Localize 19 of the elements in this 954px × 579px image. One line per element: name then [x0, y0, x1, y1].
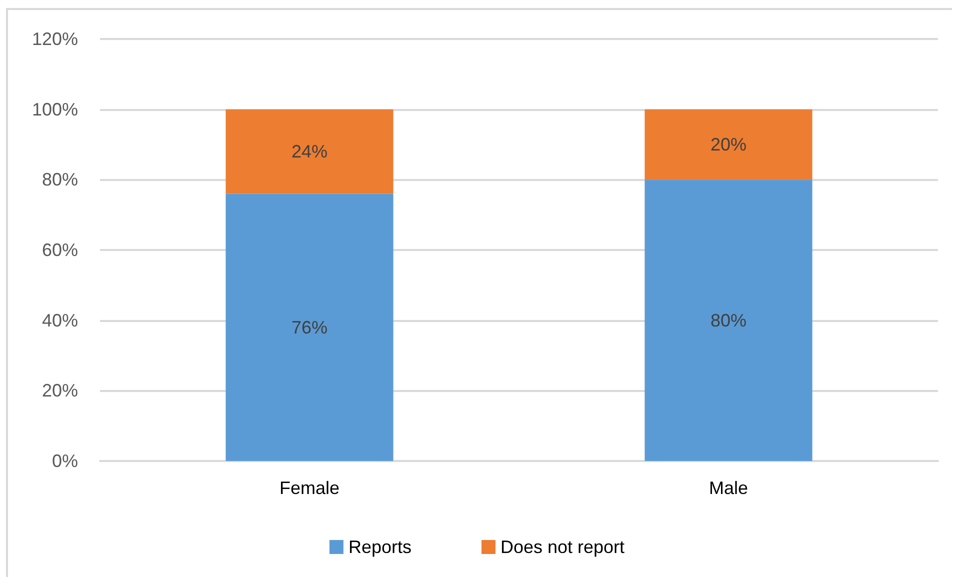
data-label: 24% [291, 142, 328, 162]
bar [644, 109, 812, 180]
bar [226, 109, 394, 194]
x-tick-label: Male [708, 478, 748, 498]
x-tick-label: Female [279, 478, 340, 498]
y-tick-label: 80% [42, 170, 78, 190]
y-tick-label: 40% [42, 310, 78, 330]
data-label: 20% [710, 134, 747, 154]
legend-label: Does not report [500, 537, 625, 557]
y-tick-label: 60% [42, 240, 78, 260]
bar [226, 194, 394, 461]
y-tick-label: 120% [32, 29, 78, 49]
data-label: 80% [710, 310, 747, 330]
y-tick-label: 100% [32, 99, 78, 120]
y-tick-label: 20% [42, 380, 78, 401]
bar [644, 180, 812, 461]
y-tick-label: 0% [52, 451, 78, 471]
legend-label: Reports [348, 537, 412, 557]
data-label: 76% [291, 317, 328, 338]
